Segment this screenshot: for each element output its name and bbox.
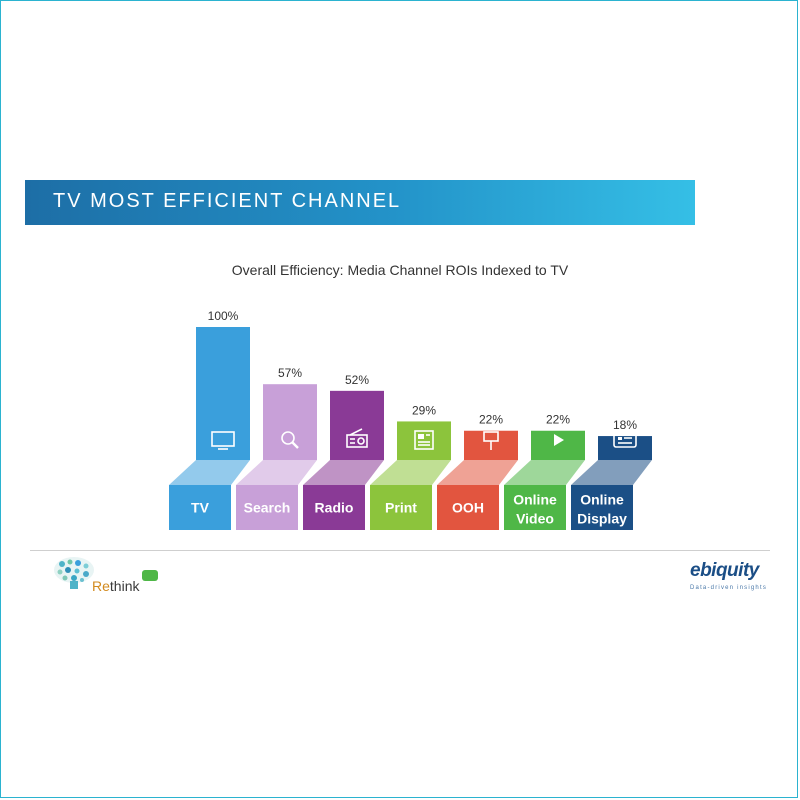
newspaper-icon bbox=[414, 430, 434, 450]
bar-search bbox=[263, 384, 317, 460]
radio-icon bbox=[346, 428, 368, 448]
label-box-radio bbox=[303, 485, 365, 530]
bar-group-radio: 52% Radio bbox=[303, 373, 384, 530]
display-ad-icon bbox=[613, 432, 637, 448]
ebiquity-tagline: Data-driven insights bbox=[690, 585, 768, 591]
category-label-ooh: OOH bbox=[452, 500, 484, 516]
bar-group-ooh: 22% OOH bbox=[437, 413, 518, 530]
bar-tv bbox=[196, 327, 250, 460]
category-label-line: Display bbox=[577, 511, 627, 527]
category-label-line: TV bbox=[191, 500, 210, 516]
value-label-ooh: 22% bbox=[479, 413, 503, 427]
billboard-icon bbox=[483, 431, 499, 450]
bar-connector bbox=[437, 460, 518, 485]
rethink-logo-graphic bbox=[54, 557, 158, 589]
value-label-search: 57% bbox=[278, 366, 302, 380]
value-label-online-display: 18% bbox=[613, 418, 637, 432]
bar-connector bbox=[370, 460, 451, 485]
label-box-ooh bbox=[437, 485, 499, 530]
ebiquity-logo: ebiquity bbox=[690, 560, 759, 581]
bar-group-tv: 100% TV bbox=[169, 309, 250, 530]
category-label-line: Radio bbox=[315, 500, 354, 516]
rethink-rest: think bbox=[109, 578, 140, 594]
category-label-tv: TV bbox=[191, 500, 210, 516]
rethink-wordmark: Rethink bbox=[92, 578, 139, 594]
banner-title: TV MOST EFFICIENT CHANNEL bbox=[53, 190, 402, 212]
category-label-line: Print bbox=[385, 500, 417, 516]
value-label-online-video: 22% bbox=[546, 413, 570, 427]
category-label-search: Search bbox=[244, 500, 291, 516]
bar-connector bbox=[236, 460, 317, 485]
category-label-print: Print bbox=[385, 500, 417, 516]
bar-online-video bbox=[531, 430, 585, 460]
value-label-radio: 52% bbox=[345, 373, 369, 387]
category-label-radio: Radio bbox=[315, 500, 354, 516]
bar-group-search: 57% Search bbox=[236, 366, 317, 530]
play-icon bbox=[554, 434, 564, 446]
bar-online-display bbox=[598, 436, 652, 460]
bar-print bbox=[397, 421, 451, 460]
bar-group-online-video: 22% Online Video bbox=[504, 413, 585, 530]
label-box-print bbox=[370, 485, 432, 530]
tv-badge-icon bbox=[142, 570, 158, 581]
search-icon bbox=[281, 431, 299, 449]
category-label-line: Video bbox=[516, 511, 554, 527]
bar-connector bbox=[571, 460, 652, 485]
category-label-line: Search bbox=[244, 500, 291, 516]
label-box-online-display bbox=[571, 485, 633, 530]
chart-title: Overall Efficiency: Media Channel ROIs I… bbox=[231, 262, 569, 278]
category-label-online-video: Online Video bbox=[513, 492, 557, 527]
title-banner: TV MOST EFFICIENT CHANNEL bbox=[25, 180, 695, 225]
brain-icon bbox=[54, 557, 94, 589]
category-label-online-display: Online Display bbox=[577, 492, 627, 527]
bar-connector bbox=[303, 460, 384, 485]
value-label-print: 29% bbox=[412, 403, 436, 417]
label-box-tv bbox=[169, 485, 231, 530]
category-label-line: OOH bbox=[452, 500, 484, 516]
bar-connector bbox=[504, 460, 585, 485]
bar-group-online-display: 18% Online Display bbox=[571, 418, 652, 530]
bar-group-print: 29% Print bbox=[370, 403, 451, 530]
bar-connector bbox=[169, 460, 250, 485]
value-label-tv: 100% bbox=[208, 309, 239, 323]
rethink-re: Re bbox=[92, 578, 110, 594]
tv-icon bbox=[211, 431, 235, 450]
category-label-line: Online bbox=[580, 492, 624, 508]
label-box-online-video bbox=[504, 485, 566, 530]
category-label-line: Online bbox=[513, 492, 557, 508]
label-box-search bbox=[236, 485, 298, 530]
bar-radio bbox=[330, 390, 384, 460]
footer-divider bbox=[30, 550, 770, 551]
